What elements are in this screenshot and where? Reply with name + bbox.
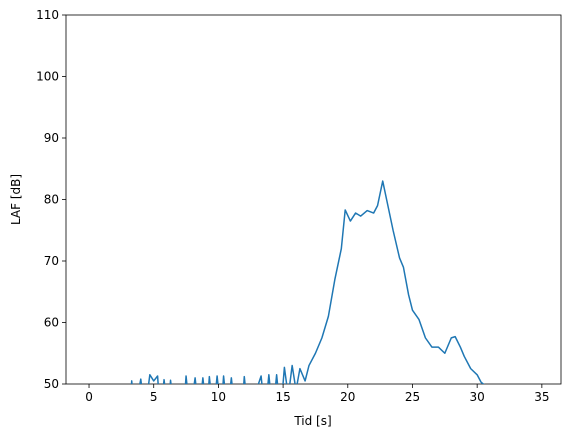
x-tick-label: 0 [85,390,93,404]
y-tick-label: 70 [44,254,59,268]
y-tick-label: 100 [36,70,59,84]
y-tick-label: 90 [44,131,59,145]
y-tick-label: 110 [36,8,59,22]
y-tick-label: 80 [44,193,59,207]
y-tick-label: 50 [44,377,59,391]
y-tick-label: 60 [44,316,59,330]
x-axis-label: Tid [s] [293,414,331,428]
axes-frame [65,14,562,385]
x-tick-label: 20 [340,390,355,404]
x-tick-label: 10 [211,390,226,404]
x-tick-label: 25 [405,390,420,404]
x-tick-label: 5 [150,390,158,404]
data-line [130,180,485,384]
y-axis-label: LAF [dB] [9,174,23,225]
x-tick-label: 35 [534,390,549,404]
x-tick-label: 15 [275,390,290,404]
x-tick-label: 30 [470,390,485,404]
